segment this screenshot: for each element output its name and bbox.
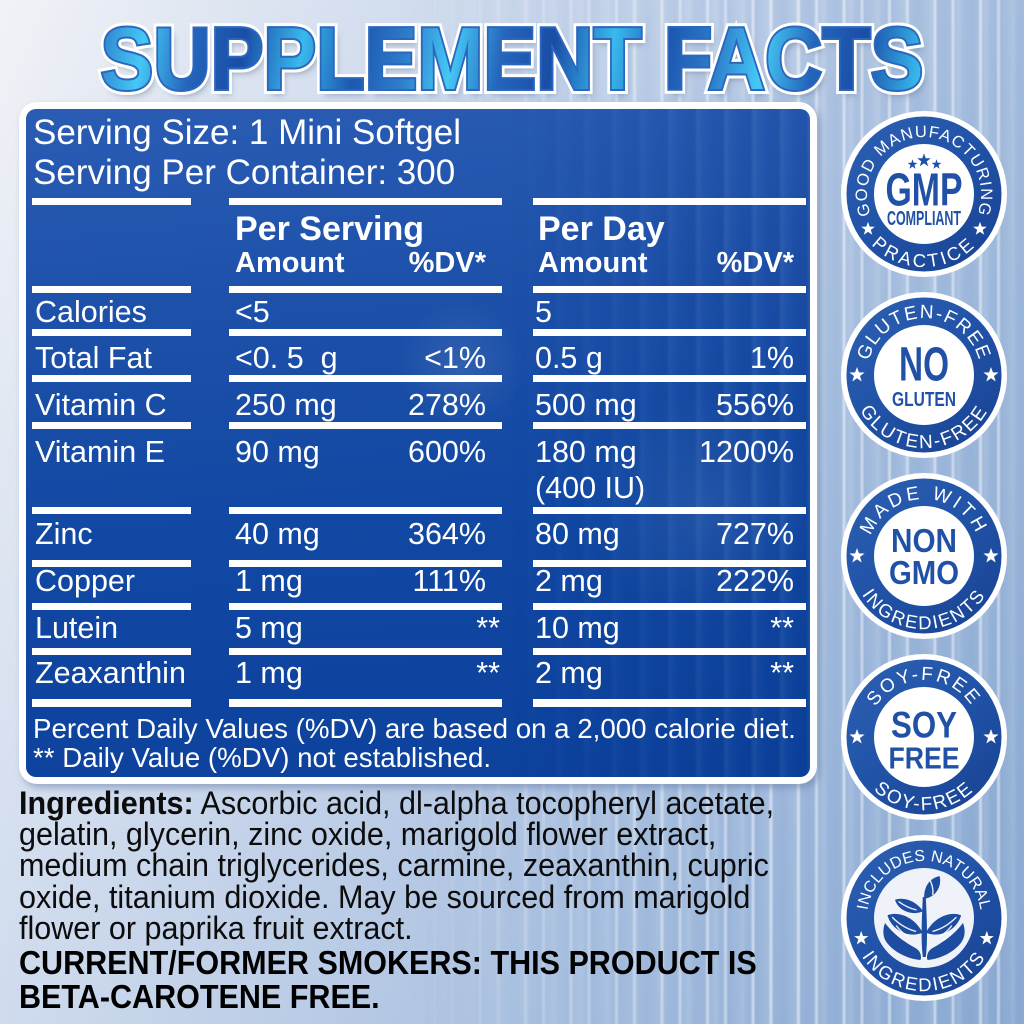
svg-text:GMP: GMP [886,164,963,216]
svg-text:FREE: FREE [889,741,960,776]
svg-text:NO: NO [899,339,949,392]
svg-text:GLUTEN: GLUTEN [892,389,956,411]
svg-text:NON: NON [891,522,957,559]
svg-text:GMO: GMO [889,554,959,591]
svg-text:COMPLIANT: COMPLIANT [887,208,961,230]
svg-text:SOY: SOY [891,704,957,745]
